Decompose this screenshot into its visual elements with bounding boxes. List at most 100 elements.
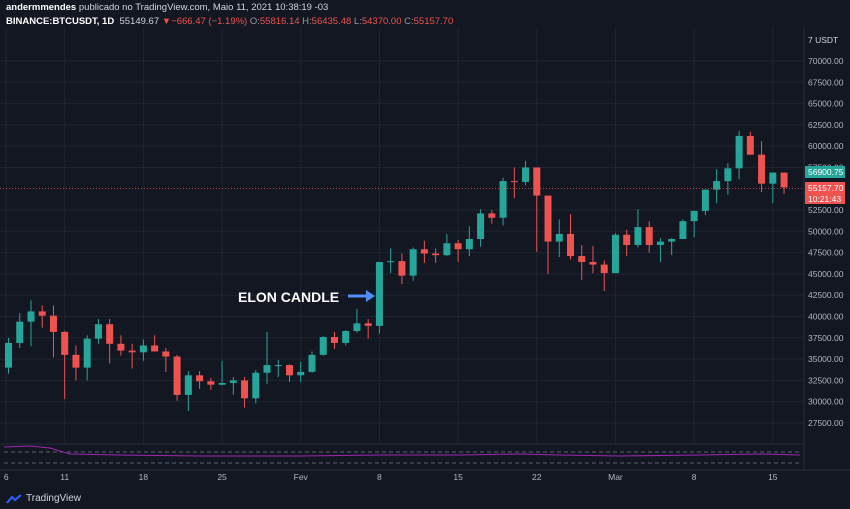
candle-body bbox=[634, 227, 642, 245]
candle[interactable] bbox=[139, 339, 147, 361]
candle[interactable] bbox=[330, 331, 338, 349]
candle[interactable] bbox=[465, 226, 473, 257]
candle[interactable] bbox=[38, 305, 46, 328]
candle[interactable] bbox=[162, 348, 170, 372]
candle[interactable] bbox=[263, 331, 271, 384]
candle[interactable] bbox=[567, 214, 574, 260]
candle-body bbox=[184, 375, 192, 395]
candle-body bbox=[398, 261, 406, 276]
candle-body bbox=[488, 213, 496, 218]
brand-name: TradingView bbox=[26, 493, 82, 504]
tag-timer: 10:21:43 bbox=[808, 194, 841, 204]
candle[interactable] bbox=[207, 377, 215, 390]
candle[interactable] bbox=[522, 160, 530, 186]
candle[interactable] bbox=[477, 209, 485, 247]
price-tick-label: 40000.00 bbox=[808, 312, 844, 322]
annotation[interactable]: ELON CANDLE bbox=[238, 289, 375, 305]
brand[interactable]: TradingView bbox=[6, 493, 81, 504]
candle[interactable] bbox=[645, 221, 653, 253]
candle[interactable] bbox=[218, 360, 226, 386]
candle[interactable] bbox=[308, 351, 316, 373]
candle[interactable] bbox=[668, 238, 676, 256]
candle[interactable] bbox=[229, 377, 237, 395]
candle[interactable] bbox=[319, 336, 327, 356]
candle[interactable] bbox=[713, 169, 721, 204]
candle[interactable] bbox=[634, 209, 642, 248]
candle[interactable] bbox=[690, 210, 698, 238]
candle[interactable] bbox=[49, 305, 57, 358]
candle[interactable] bbox=[454, 239, 462, 263]
candle[interactable] bbox=[353, 308, 361, 333]
candle[interactable] bbox=[769, 172, 777, 204]
candle[interactable] bbox=[5, 337, 12, 374]
time-label: 15 bbox=[453, 472, 463, 482]
candle[interactable] bbox=[443, 233, 451, 257]
candle[interactable] bbox=[342, 330, 350, 346]
author-name: andermmendes bbox=[6, 2, 77, 13]
candle[interactable] bbox=[623, 229, 631, 257]
candle[interactable] bbox=[488, 210, 496, 224]
candle[interactable] bbox=[16, 313, 24, 349]
candle[interactable] bbox=[420, 240, 428, 263]
candle[interactable] bbox=[611, 233, 619, 274]
candle[interactable] bbox=[409, 247, 417, 281]
candle[interactable] bbox=[398, 253, 406, 285]
candle[interactable] bbox=[387, 248, 395, 274]
candle[interactable] bbox=[94, 319, 102, 344]
candle[interactable] bbox=[117, 335, 125, 356]
candle[interactable] bbox=[286, 364, 293, 383]
candle[interactable] bbox=[274, 359, 282, 378]
price-tick-label: 50000.00 bbox=[808, 226, 844, 236]
candle[interactable] bbox=[72, 345, 80, 381]
candle[interactable] bbox=[297, 361, 305, 383]
candle[interactable] bbox=[724, 163, 732, 195]
candle[interactable] bbox=[578, 244, 586, 280]
candle[interactable] bbox=[533, 167, 541, 252]
price-tick-label: 27500.00 bbox=[808, 418, 844, 428]
candle[interactable] bbox=[432, 248, 440, 263]
candle[interactable] bbox=[151, 335, 159, 352]
candle[interactable] bbox=[589, 245, 597, 274]
price-scale[interactable]: 7 USDT 70000.00 67500.00 65000.00 62500.00 6… bbox=[803, 28, 845, 470]
candle[interactable] bbox=[735, 130, 743, 180]
price-tick-label: 42500.00 bbox=[808, 290, 844, 300]
candle[interactable] bbox=[701, 189, 709, 216]
candle[interactable] bbox=[679, 219, 687, 240]
candle[interactable] bbox=[364, 319, 372, 339]
candle[interactable] bbox=[106, 319, 114, 364]
candle-body bbox=[49, 315, 57, 332]
candle[interactable] bbox=[656, 238, 664, 263]
time-axis[interactable]: 6 11 18 25 Fev 8 15 22 Mar 8 15 bbox=[0, 469, 850, 482]
candle[interactable] bbox=[555, 219, 563, 257]
candle[interactable] bbox=[173, 354, 181, 401]
candle[interactable] bbox=[128, 343, 136, 369]
indicator-pane[interactable] bbox=[0, 443, 804, 464]
publish-details: publicado no TradingView.com, Maio 11, 2… bbox=[76, 2, 329, 13]
low-label: L: bbox=[353, 16, 362, 27]
candle[interactable] bbox=[746, 131, 754, 155]
candle-body bbox=[364, 323, 372, 326]
candle[interactable] bbox=[184, 371, 192, 412]
open-value: 55816.14 bbox=[259, 16, 300, 27]
candle[interactable] bbox=[499, 177, 507, 226]
candle[interactable] bbox=[375, 262, 383, 334]
candle[interactable] bbox=[61, 331, 69, 400]
candle[interactable] bbox=[83, 335, 91, 381]
candle-body bbox=[61, 331, 69, 355]
candle[interactable] bbox=[241, 377, 249, 408]
symbol-label[interactable]: BINANCE:BTCUSDT, 1D bbox=[6, 16, 115, 27]
annotation-text: ELON CANDLE bbox=[238, 289, 339, 305]
candle[interactable] bbox=[780, 172, 788, 194]
candle[interactable] bbox=[544, 195, 552, 274]
candle[interactable] bbox=[510, 167, 518, 199]
candle[interactable] bbox=[758, 141, 766, 193]
candle[interactable] bbox=[600, 260, 608, 291]
price-tick-label: 62500.00 bbox=[808, 120, 844, 130]
candle[interactable] bbox=[27, 300, 35, 347]
price-tick-label: 47500.00 bbox=[808, 248, 844, 258]
candle[interactable] bbox=[196, 371, 204, 389]
tradingview-logo-icon bbox=[6, 493, 22, 504]
candle-body bbox=[769, 172, 777, 184]
candle[interactable] bbox=[252, 370, 260, 404]
